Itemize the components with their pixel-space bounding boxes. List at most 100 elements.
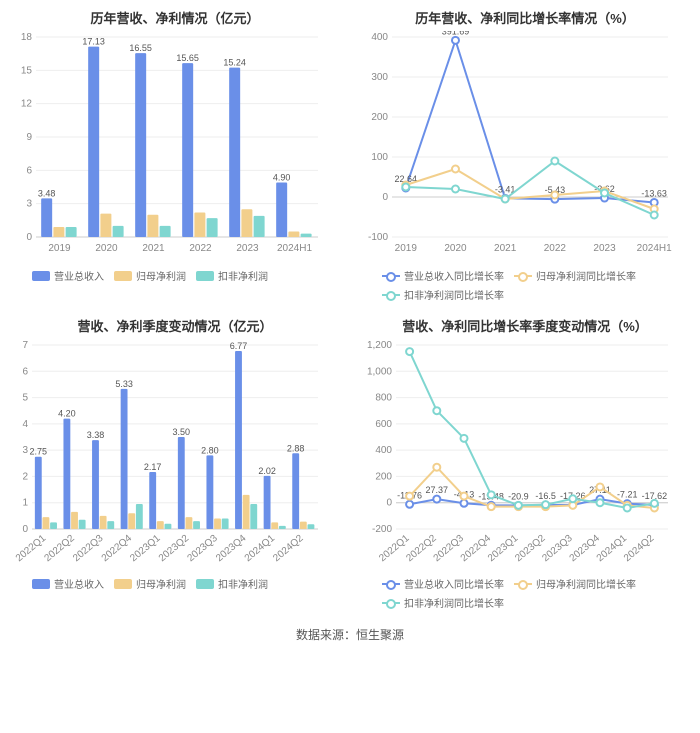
svg-text:2019: 2019 xyxy=(48,243,71,254)
chart-grid: 历年营收、净利情况（亿元） 03691215183.48201917.13202… xyxy=(0,0,700,616)
svg-text:2023Q1: 2023Q1 xyxy=(128,533,163,565)
chart4-plot: -20002004006008001,0001,2002022Q12022Q22… xyxy=(354,339,696,574)
svg-text:2024H1: 2024H1 xyxy=(277,243,312,254)
svg-text:2023Q4: 2023Q4 xyxy=(214,533,249,565)
chart3-plot: 012345672.752022Q14.202022Q23.382022Q35.… xyxy=(4,339,346,574)
panel-quarterly-growth: 营收、净利同比增长率季度变动情况（%） -20002004006008001,0… xyxy=(350,308,700,616)
svg-text:1: 1 xyxy=(22,498,28,509)
chart4-title: 营收、净利同比增长率季度变动情况（%） xyxy=(354,316,696,335)
svg-text:0: 0 xyxy=(22,524,28,535)
svg-text:12: 12 xyxy=(21,99,33,110)
svg-text:800: 800 xyxy=(375,393,392,404)
svg-text:2022: 2022 xyxy=(189,243,212,254)
svg-text:2023: 2023 xyxy=(236,243,259,254)
svg-text:100: 100 xyxy=(371,152,388,163)
svg-text:2023Q3: 2023Q3 xyxy=(185,533,220,565)
svg-text:2024Q2: 2024Q2 xyxy=(622,533,657,565)
svg-text:3.38: 3.38 xyxy=(87,430,105,440)
legend-label: 归母净利润同比增长率 xyxy=(536,576,636,591)
legend-item: 归母净利润 xyxy=(114,576,186,591)
legend-label: 营业总收入 xyxy=(54,268,104,283)
svg-text:15.24: 15.24 xyxy=(223,58,246,68)
svg-text:-16.5: -16.5 xyxy=(535,491,556,501)
legend-label: 营业总收入 xyxy=(54,576,104,591)
svg-text:3.50: 3.50 xyxy=(173,427,191,437)
svg-text:2022Q3: 2022Q3 xyxy=(71,533,106,565)
svg-text:2020: 2020 xyxy=(444,243,467,254)
legend-label: 扣非净利润同比增长率 xyxy=(404,287,504,302)
legend-item: 扣非净利润同比增长率 xyxy=(382,287,504,302)
svg-text:2024Q2: 2024Q2 xyxy=(271,533,306,565)
legend-item: 扣非净利润同比增长率 xyxy=(382,595,504,610)
legend-item: 营业总收入同比增长率 xyxy=(382,268,504,283)
panel-annual-growth: 历年营收、净利同比增长率情况（%） -100010020030040020192… xyxy=(350,0,700,308)
svg-text:2.80: 2.80 xyxy=(201,445,219,455)
svg-text:2.75: 2.75 xyxy=(30,447,48,457)
svg-text:2020: 2020 xyxy=(95,243,118,254)
svg-text:2022Q4: 2022Q4 xyxy=(100,533,135,565)
svg-text:6.77: 6.77 xyxy=(230,341,248,351)
panel-annual-values: 历年营收、净利情况（亿元） 03691215183.48201917.13202… xyxy=(0,0,350,308)
chart2-legend: 营业总收入同比增长率 归母净利润同比增长率 扣非净利润同比增长率 xyxy=(354,266,696,304)
legend-item: 归母净利润同比增长率 xyxy=(514,268,636,283)
legend-label: 扣非净利润 xyxy=(218,268,268,283)
svg-text:3: 3 xyxy=(26,199,32,210)
svg-text:400: 400 xyxy=(371,32,388,43)
legend-label: 归母净利润同比增长率 xyxy=(536,268,636,283)
svg-text:18: 18 xyxy=(21,32,33,43)
legend-label: 扣非净利润 xyxy=(218,576,268,591)
svg-text:6: 6 xyxy=(22,366,28,377)
svg-text:1,000: 1,000 xyxy=(367,366,392,377)
svg-text:2022Q2: 2022Q2 xyxy=(42,533,77,565)
svg-text:3: 3 xyxy=(22,445,28,456)
svg-text:6: 6 xyxy=(26,165,32,176)
svg-text:-13.63: -13.63 xyxy=(641,188,667,198)
svg-text:2021: 2021 xyxy=(142,243,165,254)
svg-text:4: 4 xyxy=(22,419,28,430)
chart4-legend: 营业总收入同比增长率 归母净利润同比增长率 扣非净利润同比增长率 xyxy=(354,574,696,612)
legend-item: 营业总收入 xyxy=(32,268,104,283)
svg-text:1,200: 1,200 xyxy=(367,340,392,351)
legend-item: 营业总收入 xyxy=(32,576,104,591)
chart2-title: 历年营收、净利同比增长率情况（%） xyxy=(354,8,696,27)
svg-text:2023: 2023 xyxy=(593,243,616,254)
panel-quarterly-values: 营收、净利季度变动情况（亿元） 012345672.752022Q14.2020… xyxy=(0,308,350,616)
svg-text:2022: 2022 xyxy=(544,243,567,254)
data-source-footer: 数据来源：恒生聚源 xyxy=(0,616,700,657)
svg-text:300: 300 xyxy=(371,72,388,83)
svg-text:2024Q1: 2024Q1 xyxy=(243,533,278,565)
svg-text:-7.21: -7.21 xyxy=(617,490,638,500)
legend-item: 归母净利润同比增长率 xyxy=(514,576,636,591)
svg-text:-20.9: -20.9 xyxy=(508,491,529,501)
chart3-title: 营收、净利季度变动情况（亿元） xyxy=(4,316,346,335)
legend-item: 归母净利润 xyxy=(114,268,186,283)
svg-text:15: 15 xyxy=(21,65,33,76)
svg-text:5: 5 xyxy=(22,393,28,404)
legend-label: 营业总收入同比增长率 xyxy=(404,576,504,591)
svg-text:5.33: 5.33 xyxy=(115,379,133,389)
svg-text:7: 7 xyxy=(22,340,28,351)
legend-label: 归母净利润 xyxy=(136,576,186,591)
legend-label: 归母净利润 xyxy=(136,268,186,283)
legend-label: 扣非净利润同比增长率 xyxy=(404,595,504,610)
chart2-plot: -100010020030040020192020202120222023202… xyxy=(354,31,696,266)
svg-text:2021: 2021 xyxy=(494,243,517,254)
svg-text:400: 400 xyxy=(375,445,392,456)
svg-text:2022Q1: 2022Q1 xyxy=(14,533,49,565)
chart3-legend: 营业总收入 归母净利润 扣非净利润 xyxy=(4,574,346,593)
svg-text:2.02: 2.02 xyxy=(258,466,276,476)
chart1-plot: 03691215183.48201917.13202016.55202115.6… xyxy=(4,31,346,266)
svg-text:0: 0 xyxy=(386,498,392,509)
svg-text:0: 0 xyxy=(26,232,32,243)
svg-text:2.17: 2.17 xyxy=(144,462,162,472)
svg-text:-100: -100 xyxy=(368,232,388,243)
svg-text:4.20: 4.20 xyxy=(58,409,76,419)
svg-text:4.90: 4.90 xyxy=(273,173,291,183)
svg-text:15.65: 15.65 xyxy=(176,53,199,63)
svg-text:17.13: 17.13 xyxy=(82,37,105,47)
svg-text:600: 600 xyxy=(375,419,392,430)
svg-text:200: 200 xyxy=(375,471,392,482)
svg-text:2.88: 2.88 xyxy=(287,443,305,453)
svg-text:9: 9 xyxy=(26,132,32,143)
svg-text:200: 200 xyxy=(371,112,388,123)
